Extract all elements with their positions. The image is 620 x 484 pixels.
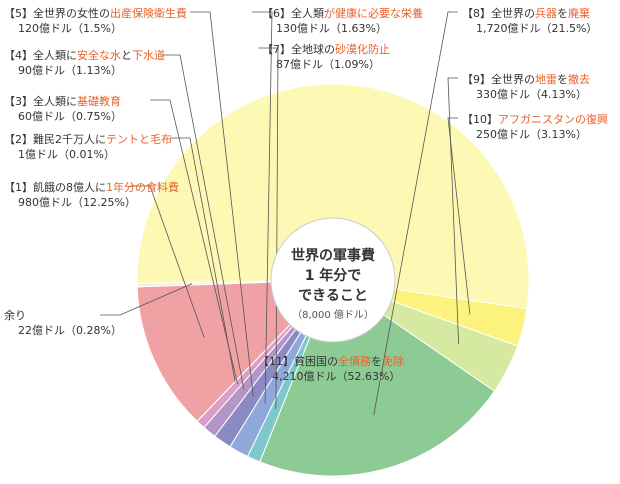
slice-label-title: 余り xyxy=(4,308,122,323)
slice-label-pre: 【4】全人類に xyxy=(4,49,77,62)
slice-label-pre: 【6】全人類 xyxy=(262,7,324,20)
slice-label-amount: 60億ドル（0.75%） xyxy=(18,110,122,123)
slice-label-s8: 【8】全世界の兵器を廃棄 1,720億ドル（21.5%） xyxy=(462,6,597,36)
slice-label-hl2: 免除 xyxy=(382,355,404,368)
slice-label-pre: 【3】全人類に xyxy=(4,95,77,108)
slice-label-title: 【11】貧困国の全債務を免除 xyxy=(258,354,404,369)
slice-label-amount: 90億ドル（1.13%） xyxy=(18,64,122,77)
slice-label-title: 【4】全人類に安全な水と下水道 xyxy=(4,48,165,63)
slice-label-amount: 1,720億ドル（21.5%） xyxy=(476,22,598,35)
slice-label-amount: 22億ドル（0.28%） xyxy=(18,324,122,337)
slice-label-pre: 【2】難民2千万人に xyxy=(4,133,106,146)
leader-line-s10 xyxy=(447,117,471,315)
leader-line-s6 xyxy=(252,11,273,404)
slice-label-s1: 【1】飢餓の8億人に1年分の食料費 980億ドル（12.25%） xyxy=(4,180,179,210)
slice-label-hl: テントと毛布 xyxy=(106,133,172,146)
slice-label-hl2: 廃棄 xyxy=(568,7,590,20)
slice-label-hl: 地雷 xyxy=(535,73,557,86)
leader-line-s9 xyxy=(447,77,460,345)
center-title-3: できること xyxy=(298,288,368,304)
leader-line-s5 xyxy=(190,11,254,397)
slice-label-pre: 【11】貧困国の xyxy=(258,355,338,368)
slice-label-rest: 余り 22億ドル（0.28%） xyxy=(4,308,122,338)
slice-label-amount: 980億ドル（12.25%） xyxy=(18,196,136,209)
slice-label-s9: 【9】全世界の地雷を撤去 330億ドル（4.13%） xyxy=(462,72,590,102)
slice-label-hl: 全債務 xyxy=(338,355,371,368)
center-title-1: 世界の軍事費 xyxy=(291,247,375,264)
slice-label-hl: 1年分の食料費 xyxy=(106,181,179,194)
slice-label-hl: 出産保険衛生費 xyxy=(110,7,187,20)
slice-label-title: 【8】全世界の兵器を廃棄 xyxy=(462,6,597,21)
slice-label-pre: 【10】 xyxy=(462,113,498,126)
slice-label-hl: アフガニスタンの復興 xyxy=(498,113,608,126)
slice-label-pre: 【8】全世界の xyxy=(462,7,535,20)
slice-label-pre: 【9】全世界の xyxy=(462,73,535,86)
slice-label-s3: 【3】全人類に基礎教育 60億ドル（0.75%） xyxy=(4,94,122,124)
slice-label-hl: 砂漠化防止 xyxy=(335,43,390,56)
slice-label-amount: 4,210億ドル（52.63%） xyxy=(272,370,401,383)
slice-label-suf: を xyxy=(371,355,382,368)
slice-label-title: 【1】飢餓の8億人に1年分の食料費 xyxy=(4,180,179,195)
slice-label-s10: 【10】アフガニスタンの復興 250億ドル（3.13%） xyxy=(462,112,608,142)
center-title-2: 1 年分で xyxy=(305,267,362,284)
slice-label-amount: 87億ドル（1.09%） xyxy=(276,58,380,71)
pie-slice-s11 xyxy=(136,83,530,310)
slice-label-amount: 1億ドル（0.01%） xyxy=(18,148,115,161)
slice-label-s7: 【7】全地球の砂漠化防止 87億ドル（1.09%） xyxy=(262,42,390,72)
slice-label-title: 【10】アフガニスタンの復興 xyxy=(462,112,608,127)
slice-label-title: 【2】難民2千万人にテントと毛布 xyxy=(4,132,172,147)
slice-label-title: 【9】全世界の地雷を撤去 xyxy=(462,72,590,87)
slice-label-hl: が健康に必要な栄養 xyxy=(324,7,423,20)
slice-label-amount: 130億ドル（1.63%） xyxy=(276,22,387,35)
slice-label-suf: と xyxy=(121,49,132,62)
slice-label-amount: 250億ドル（3.13%） xyxy=(476,128,587,141)
center-subtitle: （8,000 億ドル） xyxy=(292,308,374,321)
slice-label-hl: 兵器 xyxy=(535,7,557,20)
slice-label-s6: 【6】全人類が健康に必要な栄養 130億ドル（1.63%） xyxy=(262,6,423,36)
slice-label-pre: 【7】全地球の xyxy=(262,43,335,56)
slice-label-pre: 【5】全世界の女性の xyxy=(4,7,110,20)
leader-line-s8 xyxy=(373,11,458,416)
slice-label-s4: 【4】全人類に安全な水と下水道 90億ドル（1.13%） xyxy=(4,48,165,78)
slice-label-s5: 【5】全世界の女性の出産保険衛生費 120億ドル（1.5%） xyxy=(4,6,187,36)
slice-label-s11: 【11】貧困国の全債務を免除 4,210億ドル（52.63%） xyxy=(258,354,404,384)
leader-line-s2 xyxy=(170,137,236,382)
slice-label-amount: 330億ドル（4.13%） xyxy=(476,88,587,101)
slice-label-hl: 安全な水 xyxy=(77,49,121,62)
slice-label-title: 【7】全地球の砂漠化防止 xyxy=(262,42,390,57)
slice-label-suf: を xyxy=(557,7,568,20)
slice-label-pre: 余り xyxy=(4,309,26,322)
slice-label-hl2: 撤去 xyxy=(568,73,590,86)
slice-label-s2: 【2】難民2千万人にテントと毛布 1億ドル（0.01%） xyxy=(4,132,172,162)
leader-line-s1 xyxy=(130,185,205,338)
slice-label-amount: 120億ドル（1.5%） xyxy=(18,22,122,35)
leader-line-s4 xyxy=(160,54,245,390)
slice-label-title: 【6】全人類が健康に必要な栄養 xyxy=(262,6,423,21)
slice-label-title: 【3】全人類に基礎教育 xyxy=(4,94,122,109)
slice-label-suf: を xyxy=(557,73,568,86)
slice-label-title: 【5】全世界の女性の出産保険衛生費 xyxy=(4,6,187,21)
leader-line-rest xyxy=(100,283,193,316)
slice-label-pre: 【1】飢餓の8億人に xyxy=(4,181,106,194)
leader-line-s3 xyxy=(150,99,239,385)
leader-lines xyxy=(100,11,471,416)
slice-label-hl: 基礎教育 xyxy=(77,95,121,108)
slice-label-hl2: 下水道 xyxy=(132,49,165,62)
center-disc xyxy=(270,217,396,343)
